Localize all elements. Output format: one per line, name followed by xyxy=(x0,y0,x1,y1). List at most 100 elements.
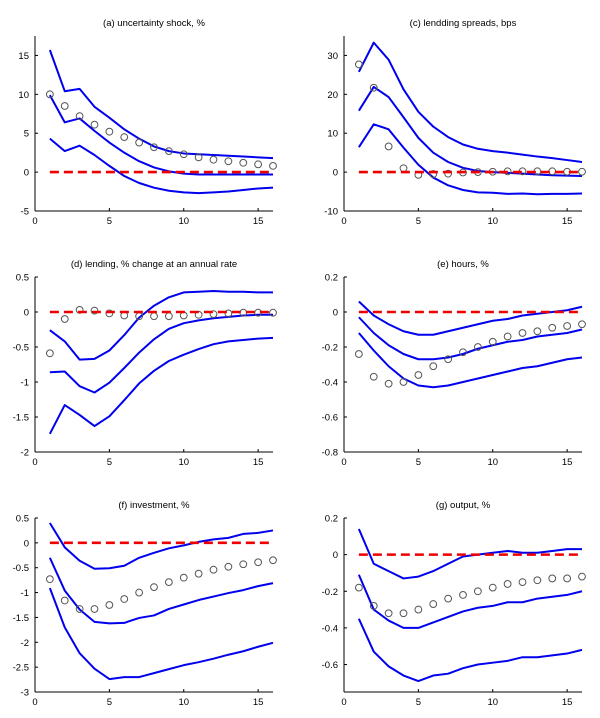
data-point xyxy=(239,158,248,167)
band-line-median xyxy=(48,94,273,176)
panel-title: (c) lendding spreads, bps xyxy=(410,18,517,29)
y-tick-label: -0.8 xyxy=(322,448,338,459)
x-tick-label: 10 xyxy=(178,457,189,468)
y-tick-label: 5 xyxy=(24,129,29,140)
band-line-lower-band xyxy=(357,618,583,683)
band-line-median xyxy=(357,574,583,629)
y-tick-label: 10 xyxy=(327,129,338,140)
x-tick-label: 0 xyxy=(32,457,37,468)
data-point xyxy=(354,60,363,69)
data-point xyxy=(150,583,158,592)
y-tick-label: 0.2 xyxy=(325,514,338,525)
data-point xyxy=(518,329,527,337)
y-tick-label: 10 xyxy=(18,90,29,101)
data-point xyxy=(45,349,54,358)
x-tick-label: 0 xyxy=(341,216,346,227)
band-line-lower-band xyxy=(48,587,274,681)
data-point xyxy=(533,576,542,585)
data-point xyxy=(548,323,557,332)
y-tick-label: -0.5 xyxy=(13,563,29,574)
y-tick-label: -3 xyxy=(21,688,29,699)
x-tick-label: 5 xyxy=(416,457,421,468)
data-point xyxy=(459,591,467,599)
data-point xyxy=(518,578,527,587)
data-point xyxy=(384,142,393,151)
band-line-lower-band xyxy=(358,332,583,389)
data-point xyxy=(254,160,263,169)
y-tick-label: -1 xyxy=(21,378,29,389)
data-point xyxy=(135,138,144,147)
data-point xyxy=(269,556,277,565)
data-point xyxy=(90,120,99,129)
y-tick-label: 20 xyxy=(327,90,338,101)
y-tick-label: 0 xyxy=(24,308,29,319)
band-line-upper-band xyxy=(358,300,583,336)
data-point xyxy=(414,605,423,614)
data-point xyxy=(120,133,129,142)
data-point xyxy=(459,348,467,357)
data-point xyxy=(60,315,69,323)
y-tick-label: -1.5 xyxy=(13,613,29,624)
y-tick-label: -0.5 xyxy=(13,343,29,354)
y-tick-label: -0.2 xyxy=(322,343,338,354)
panel-title: (d) lending, % change at an annual rate xyxy=(71,259,237,270)
y-tick-label: 15 xyxy=(18,51,29,62)
data-point xyxy=(150,143,158,152)
data-point xyxy=(209,155,218,164)
band-line-lower-band xyxy=(49,137,274,195)
y-tick-label: 0.5 xyxy=(16,514,29,525)
x-tick-label: 10 xyxy=(487,457,498,468)
data-point xyxy=(105,127,114,136)
y-tick-label: -0.6 xyxy=(322,413,338,424)
y-tick-label: -2 xyxy=(21,638,29,649)
y-tick-label: -2 xyxy=(21,448,29,459)
data-point xyxy=(90,306,99,315)
band-line-lower-band xyxy=(358,123,583,196)
data-point xyxy=(209,565,218,574)
data-point xyxy=(105,309,114,318)
data-point xyxy=(578,320,586,329)
data-point xyxy=(548,574,557,583)
data-point xyxy=(269,161,277,170)
data-point xyxy=(444,169,453,178)
data-point xyxy=(429,600,438,608)
panel-title: (a) uncertainty shock, % xyxy=(103,18,205,29)
y-tick-label: -0.2 xyxy=(322,587,338,598)
data-point xyxy=(369,372,378,381)
y-tick-label: 0 xyxy=(333,550,338,561)
panel-title: (e) hours, % xyxy=(437,259,489,270)
x-tick-label: 0 xyxy=(32,216,37,227)
data-point xyxy=(399,378,408,386)
data-point xyxy=(369,602,378,610)
data-point xyxy=(164,147,173,156)
x-tick-label: 5 xyxy=(107,457,112,468)
x-tick-label: 0 xyxy=(32,697,37,708)
panel-2: (d) lending, % change at an annual rate 0… xyxy=(13,259,277,468)
band-line-upper-band xyxy=(49,522,274,570)
data-point xyxy=(578,167,586,176)
x-tick-label: 5 xyxy=(107,216,112,227)
data-point xyxy=(399,609,408,618)
panel-title: (f) investment, % xyxy=(118,500,190,511)
band-line-upper-band xyxy=(49,290,273,361)
y-tick-label: 0 xyxy=(333,308,338,319)
y-tick-label: -0.6 xyxy=(322,660,338,671)
x-tick-label: 15 xyxy=(562,457,573,468)
data-point xyxy=(429,362,438,371)
x-tick-label: 10 xyxy=(487,216,498,227)
data-point xyxy=(503,580,512,588)
data-point xyxy=(239,560,248,569)
band-line-lower-band xyxy=(48,336,274,435)
data-point xyxy=(194,153,203,162)
y-tick-label: -5 xyxy=(21,207,29,218)
data-point xyxy=(369,83,378,92)
panel-3: (e) hours, % 0 5 10 15 -0.8 -0.6 -0.4 -0.2 0 0.2 xyxy=(322,259,586,468)
data-point xyxy=(209,310,218,319)
data-point xyxy=(179,573,188,582)
data-point xyxy=(45,90,54,99)
y-tick-label: -0.4 xyxy=(322,378,338,389)
y-tick-label: 0.2 xyxy=(325,273,338,284)
panel-4: (f) investment, % 0 5 10 15 -3 -2.5 -2 -1.5 -1 -0.… xyxy=(13,500,277,708)
